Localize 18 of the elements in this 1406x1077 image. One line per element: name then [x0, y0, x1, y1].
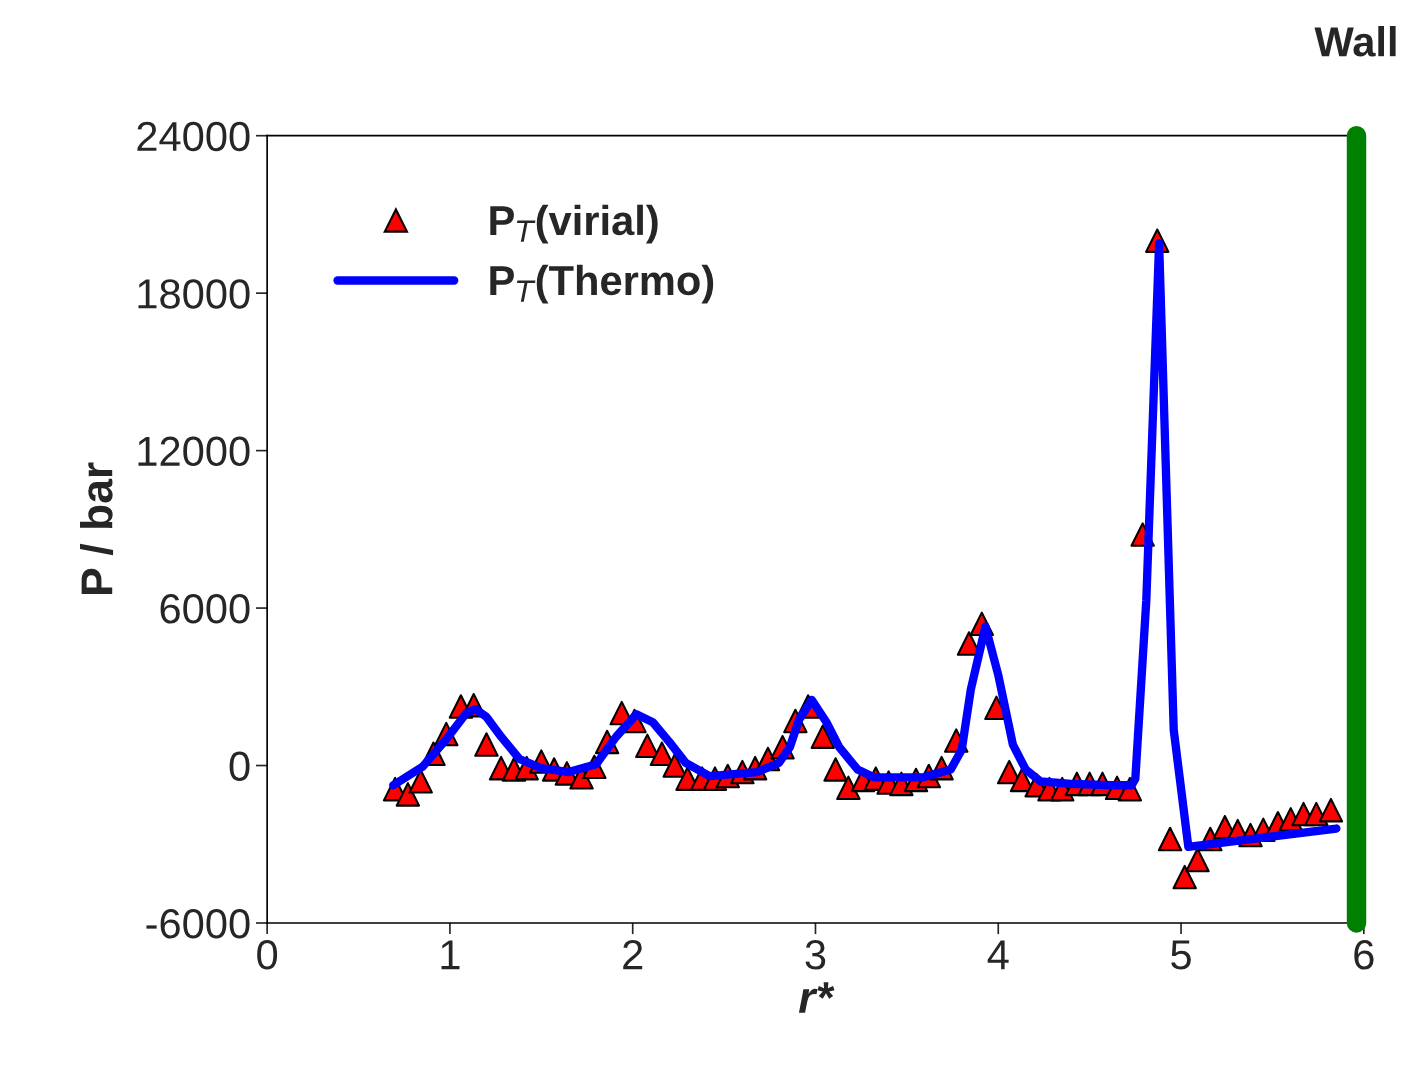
x-tick-label: 6 — [1354, 940, 1374, 970]
y-tick-label: 12000 — [138, 436, 250, 467]
x-tick-label: 2 — [623, 940, 643, 970]
y-tick-label: 24000 — [137, 121, 250, 152]
y-tick-label: 6000 — [160, 594, 250, 624]
legend-label: P$_{T}$(Thermo) — [490, 264, 714, 304]
ref-line-label: Wall — [1314, 26, 1396, 57]
x-tick-label: 3 — [805, 940, 826, 970]
y-tick-label: 0 — [229, 751, 250, 782]
x-tick-label: 0 — [257, 940, 278, 970]
legend-label: P$_{T}$(virial) — [490, 204, 658, 244]
y-tick-label: 18000 — [138, 279, 250, 309]
x-tick-label: 4 — [987, 940, 1009, 970]
y-axis-title: P / bar — [80, 462, 114, 594]
x-tick-label: 1 — [441, 940, 460, 970]
x-tick-label: 5 — [1171, 940, 1191, 970]
y-tick-label: -6000 — [146, 908, 250, 939]
x-axis-title: r* — [798, 982, 835, 1013]
